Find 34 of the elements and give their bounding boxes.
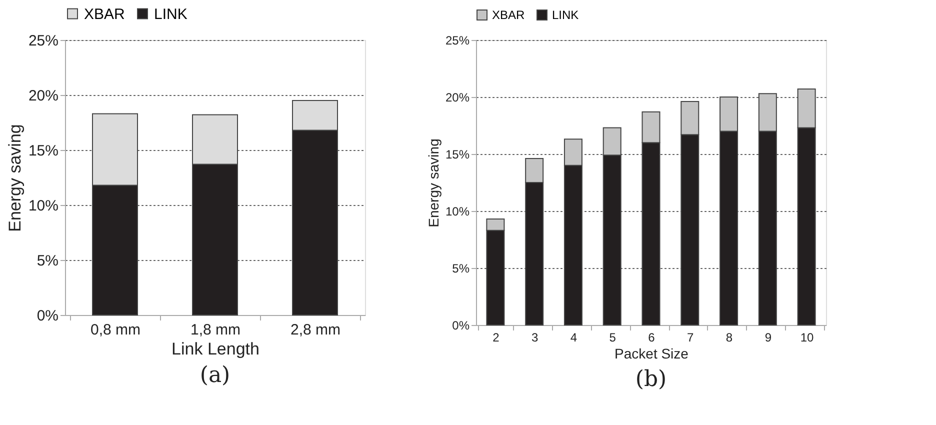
legend-label: LINK [154,6,188,23]
x-tick-label: 9 [764,330,772,344]
x-tick-label: 4 [570,330,578,344]
x-tick-label: 8 [726,330,733,344]
x-tick-label: 2 [492,330,500,344]
y-tick-label: 0% [452,318,470,332]
x-tick-label: 2,8 mm [290,322,341,338]
x-tick-label: 1,8 mm [190,322,241,338]
legend-label: XBAR [84,6,126,23]
y-axis-title: Energy saving [5,124,24,232]
y-tick-label: 10% [445,204,470,218]
y-tick-label: 5% [36,252,58,270]
x-axis-title: Packet Size [614,346,689,362]
x-tick-label: 0,8 mm [90,322,141,338]
text: (a) [200,363,230,388]
y-tick-label: 5% [452,262,470,276]
y-tick-label: 25% [445,34,470,48]
y-tick-label: 10% [28,198,58,214]
y-tick-label: 15% [28,142,58,160]
y-tick-label: 25% [28,32,58,50]
x-tick-label: 5 [609,330,616,344]
x-tick-label: 6 [648,330,656,344]
x-tick-label: 10 [800,330,814,344]
x-tick-label: 7 [687,330,694,344]
legend-label: LINK [552,8,579,22]
y-axis-title: Energy saving [425,138,442,228]
y-tick-label: 20% [445,90,470,104]
x-tick-label: 3 [531,330,538,344]
y-tick-label: 0% [36,308,58,324]
x-axis-title: Link Length [172,340,260,358]
y-tick-label: 20% [28,88,58,104]
text: (b) [635,367,667,392]
legend-label: XBAR [492,8,526,22]
y-tick-label: 15% [445,148,470,162]
